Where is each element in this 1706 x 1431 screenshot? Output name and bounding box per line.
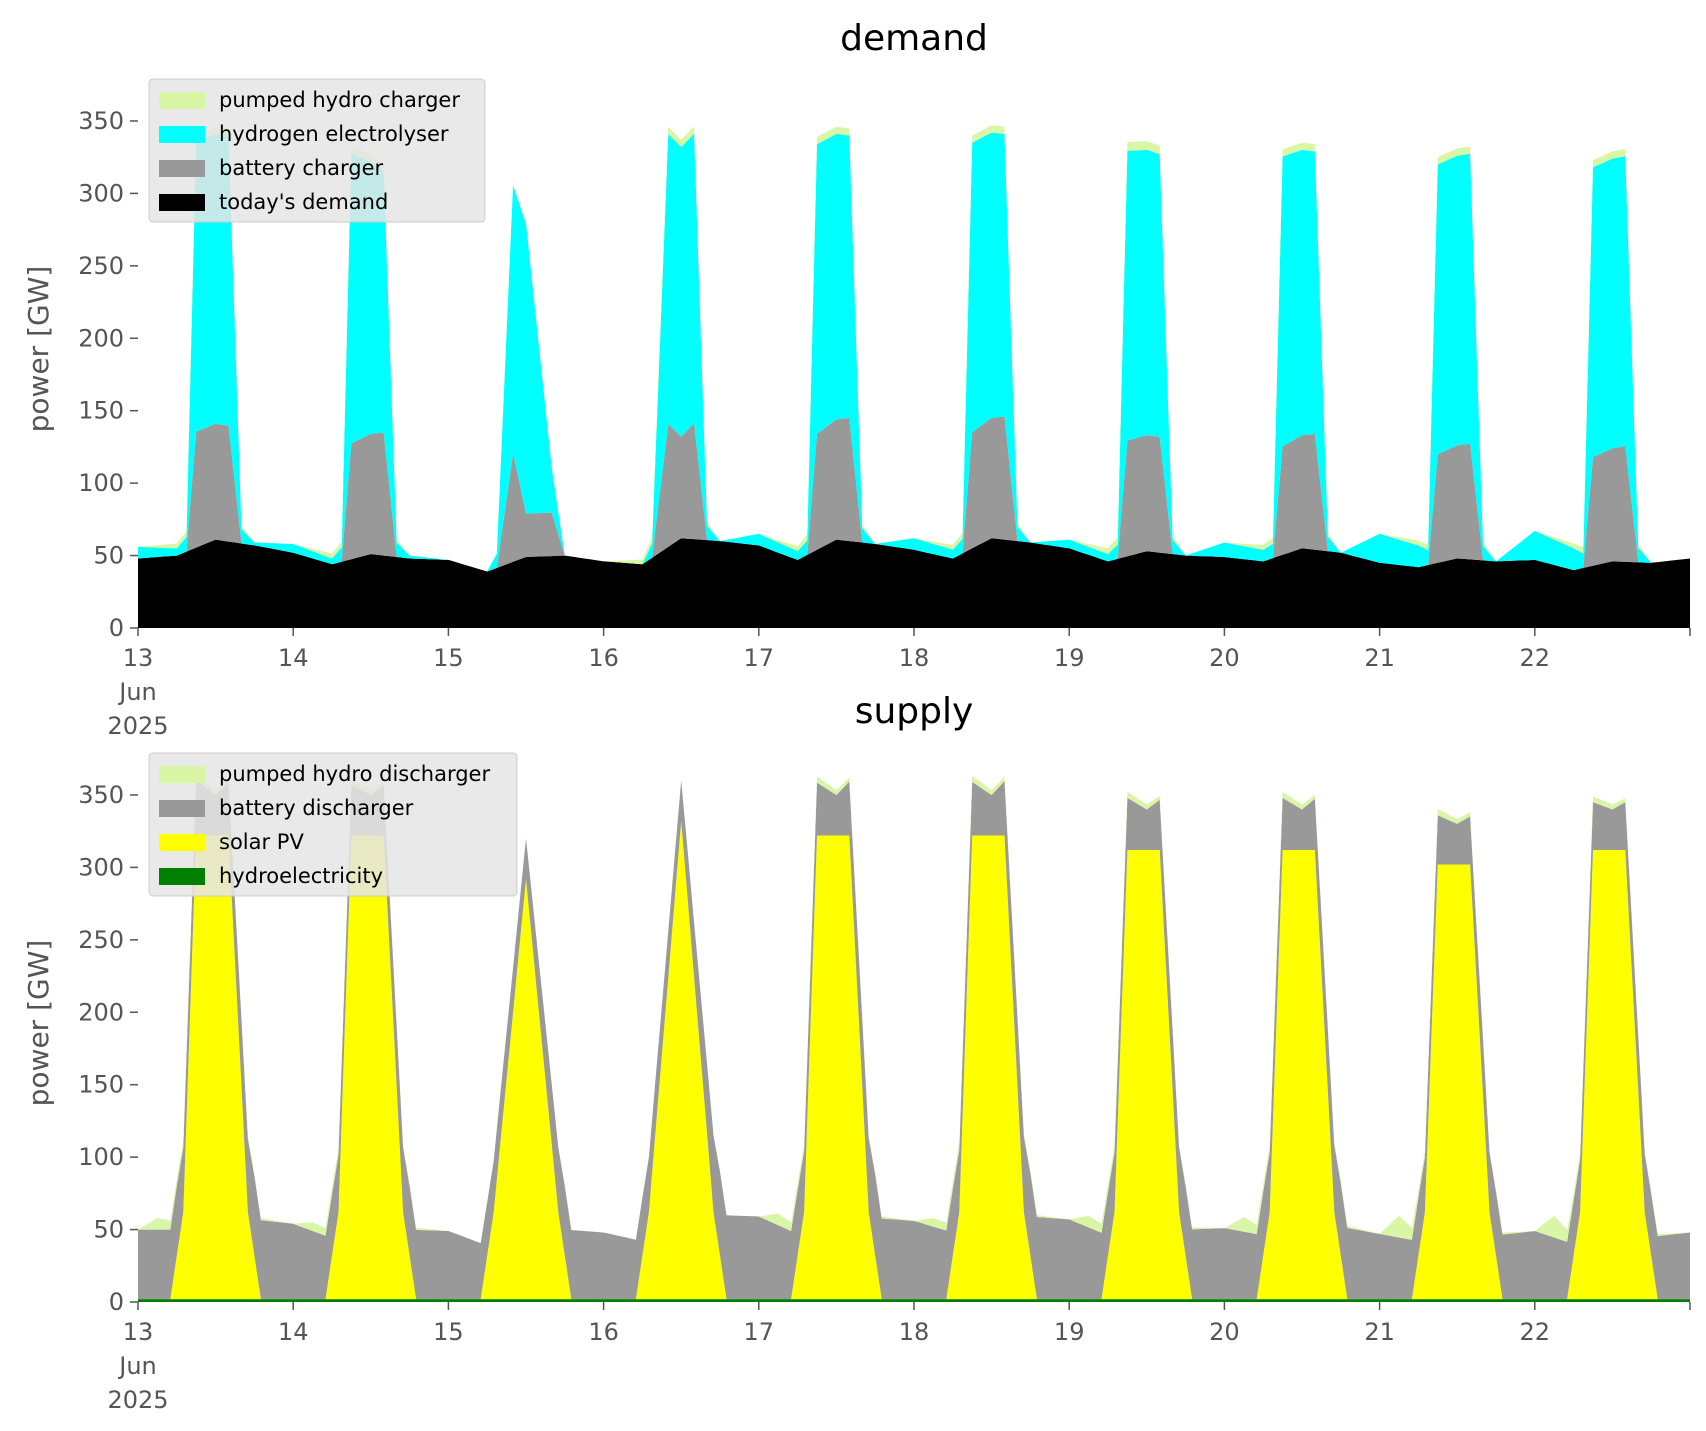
x-tick-sublabel: Jun xyxy=(117,1352,157,1380)
legend-label-hydroelectricity: hydroelectricity xyxy=(219,864,383,888)
x-tick-label: 13 xyxy=(123,1318,154,1346)
x-tick-label: 22 xyxy=(1520,644,1551,672)
legend-label-battery-discharger: battery discharger xyxy=(219,796,414,820)
legend-swatch-pumped-hydro-discharger xyxy=(159,766,205,783)
x-tick-label: 21 xyxy=(1364,644,1395,672)
x-tick-label: 17 xyxy=(744,644,775,672)
x-tick-label: 15 xyxy=(433,1318,464,1346)
x-tick-label: 19 xyxy=(1054,1318,1085,1346)
legend-swatch-pumped-hydro-charger xyxy=(159,92,205,109)
supply-ylabel: power [GW] xyxy=(22,940,55,1107)
y-tick-label: 100 xyxy=(78,1143,124,1171)
y-tick-label: 350 xyxy=(78,107,124,135)
area-battery-discharger xyxy=(138,780,1690,1300)
x-tick-sublabel: Jun xyxy=(117,678,157,706)
area-today-s-demand xyxy=(138,538,1690,628)
area-hydrogen-electrolyser xyxy=(138,132,1690,572)
y-tick-label: 100 xyxy=(78,469,124,497)
supply-x-axis: 13 14 15 16 17 18 19 20 21 22 Jun 2025 xyxy=(107,1302,1691,1414)
y-tick-label: 150 xyxy=(78,397,124,425)
y-tick-label: 50 xyxy=(93,1216,124,1244)
demand-areas xyxy=(138,125,1690,628)
demand-title: demand xyxy=(840,18,988,59)
x-tick-label: 17 xyxy=(744,1318,775,1346)
x-tick-label: 18 xyxy=(899,644,930,672)
y-tick-label: 300 xyxy=(78,179,124,207)
area-battery-charger xyxy=(138,416,1690,572)
x-tick-label: 14 xyxy=(278,644,309,672)
y-tick-label: 200 xyxy=(78,324,124,352)
x-tick-sublabel: 2025 xyxy=(107,712,168,740)
x-tick-label: 14 xyxy=(278,1318,309,1346)
legend-swatch-battery-discharger xyxy=(159,800,205,817)
legend-label-pumped-hydro-charger: pumped hydro charger xyxy=(219,88,460,112)
y-tick-label: 200 xyxy=(78,998,124,1026)
legend-label-today-s-demand: today's demand xyxy=(219,190,388,214)
y-tick-label: 50 xyxy=(93,542,124,570)
demand-x-axis: 13 14 15 16 17 18 19 20 21 22 Jun 2025 xyxy=(107,628,1691,740)
legend-swatch-today-s-demand xyxy=(159,194,205,211)
y-tick-label: 0 xyxy=(109,614,124,642)
legend-box xyxy=(148,78,486,223)
x-tick-label: 16 xyxy=(588,644,619,672)
demand-ylabel: power [GW] xyxy=(22,266,55,433)
area-solar-pv xyxy=(138,821,1690,1300)
legend-label-hydrogen-electrolyser: hydrogen electrolyser xyxy=(219,122,449,146)
x-tick-label: 20 xyxy=(1209,1318,1240,1346)
area-hydroelectricity xyxy=(138,1299,1690,1302)
demand-legend: pumped hydro charger hydrogen electrolyse… xyxy=(148,78,486,223)
legend-box xyxy=(148,752,518,897)
x-tick-label: 22 xyxy=(1520,1318,1551,1346)
supply-title: supply xyxy=(855,691,974,732)
x-tick-label: 16 xyxy=(588,1318,619,1346)
y-tick-label: 150 xyxy=(78,1071,124,1099)
supply-y-axis: 0 50 100 150 200 250 300 350 xyxy=(78,781,138,1316)
x-tick-label: 15 xyxy=(433,644,464,672)
supply-areas xyxy=(138,774,1690,1302)
legend-label-solar-pv: solar PV xyxy=(219,830,304,854)
x-tick-label: 20 xyxy=(1209,644,1240,672)
y-tick-label: 0 xyxy=(109,1288,124,1316)
x-tick-label: 21 xyxy=(1364,1318,1395,1346)
demand-y-axis: 0 50 100 150 200 250 300 350 xyxy=(78,107,138,642)
legend-swatch-solar-pv xyxy=(159,834,205,851)
legend-swatch-hydroelectricity xyxy=(159,868,205,885)
legend-label-battery-charger: battery charger xyxy=(219,156,384,180)
x-tick-sublabel: 2025 xyxy=(107,1386,168,1414)
y-tick-label: 250 xyxy=(78,926,124,954)
y-tick-label: 300 xyxy=(78,853,124,881)
y-tick-label: 350 xyxy=(78,781,124,809)
legend-label-pumped-hydro-discharger: pumped hydro discharger xyxy=(219,762,490,786)
legend-swatch-battery-charger xyxy=(159,160,205,177)
x-tick-label: 13 xyxy=(123,644,154,672)
x-tick-label: 19 xyxy=(1054,644,1085,672)
legend-swatch-hydrogen-electrolyser xyxy=(159,126,205,143)
supply-legend: pumped hydro discharger battery discharge… xyxy=(148,752,518,897)
y-tick-label: 250 xyxy=(78,252,124,280)
x-tick-label: 18 xyxy=(899,1318,930,1346)
